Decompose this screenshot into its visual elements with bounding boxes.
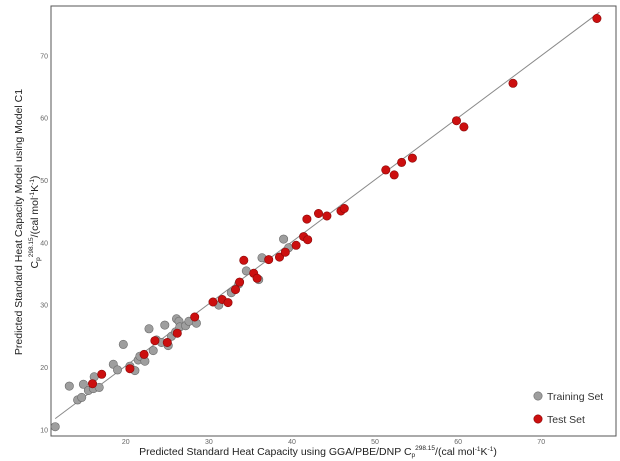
training-point: [118, 339, 128, 349]
test-point: [451, 116, 461, 126]
y-tick-label: 50: [40, 178, 48, 185]
test-point: [223, 298, 233, 308]
test-point: [322, 211, 332, 221]
legend-label-training: Training Set: [547, 391, 603, 403]
test-point: [302, 214, 312, 224]
test-point: [97, 369, 107, 379]
y-tick-label: 20: [40, 365, 48, 372]
y-axis-label-line1: Predicted Standard Heat Capacity Model u…: [13, 89, 25, 355]
training-point: [148, 346, 158, 356]
training-point: [64, 381, 74, 391]
x-axis-label: Predicted Standard Heat Capacity using G…: [139, 445, 497, 459]
test-point: [264, 255, 274, 265]
training-point: [279, 234, 289, 244]
training-point: [77, 392, 87, 402]
y-tick-label: 70: [40, 53, 48, 60]
test-point: [313, 209, 323, 219]
test-point: [139, 349, 149, 359]
legend: Training Set Test Set: [533, 391, 603, 426]
test-point: [88, 379, 98, 389]
training-point: [78, 379, 88, 389]
x-tick-label: 50: [371, 439, 379, 446]
test-point: [508, 78, 518, 88]
x-tick-label: 60: [454, 439, 462, 446]
test-point: [407, 153, 417, 163]
legend-label-test: Test Set: [547, 414, 585, 426]
training-point: [50, 422, 60, 432]
test-point: [150, 336, 160, 346]
y-tick-label: 40: [40, 240, 48, 247]
test-point: [172, 328, 182, 338]
training-point: [160, 320, 170, 330]
test-point: [339, 204, 349, 214]
data-points: [50, 14, 602, 432]
y-tick-label: 60: [40, 116, 48, 123]
test-point: [291, 240, 301, 250]
tick-labels: 20 30 40 50 60 70 10 20 30 40 50 60 70: [40, 53, 545, 446]
test-point: [592, 14, 602, 23]
test-point: [190, 312, 200, 322]
training-point: [113, 365, 123, 375]
test-point: [274, 252, 284, 262]
x-tick-label: 30: [205, 439, 213, 446]
legend-marker-training: [533, 391, 543, 401]
y-tick-label: 10: [40, 427, 48, 434]
y-axis-label-line2: Cp298.15/(cal mol-1K-1): [28, 176, 42, 269]
test-point: [303, 235, 313, 245]
test-point: [252, 273, 262, 283]
x-tick-label: 20: [122, 439, 130, 446]
test-point: [235, 277, 245, 287]
x-tick-label: 40: [288, 439, 296, 446]
test-point: [162, 337, 172, 347]
y-tick-label: 30: [40, 303, 48, 310]
test-point: [397, 157, 407, 167]
test-point: [208, 297, 218, 307]
test-point: [239, 255, 249, 265]
test-point: [459, 122, 469, 132]
test-point: [381, 165, 391, 175]
training-point: [144, 324, 154, 334]
test-point: [125, 364, 135, 374]
x-tick-label: 70: [537, 439, 545, 446]
test-point: [231, 285, 241, 295]
legend-marker-test: [533, 414, 543, 424]
test-point: [280, 247, 290, 257]
test-point: [389, 170, 399, 180]
